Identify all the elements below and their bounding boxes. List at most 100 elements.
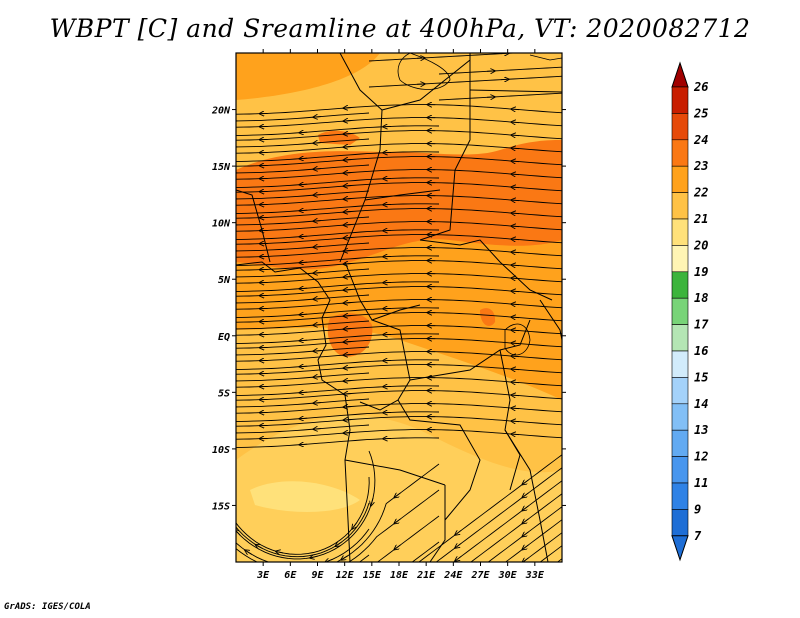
wbpt-patch-east [480, 308, 496, 326]
streamline-arrow [524, 557, 529, 562]
streamline [368, 75, 562, 88]
colorbar-segment [671, 324, 689, 352]
colorbar-label: 21 [693, 212, 708, 226]
streamline-arrow [524, 544, 529, 549]
wbpt-region-north [236, 53, 380, 100]
lon-tick-label: 24E [443, 570, 463, 581]
streamline-arrow [262, 564, 268, 566]
streamline [236, 177, 440, 188]
streamline-arrow [524, 479, 529, 484]
streamline [522, 532, 562, 562]
streamline [236, 333, 440, 344]
streamline [236, 208, 562, 219]
streamline [236, 312, 562, 323]
lakes-coast [397, 53, 562, 356]
streamline [236, 169, 562, 180]
streamline [236, 151, 440, 162]
colorbar-label: 24 [693, 133, 708, 147]
lon-tick-label: 9E [311, 570, 324, 581]
streamline [236, 416, 562, 427]
streamline [418, 454, 562, 562]
wbpt-patch-20-low [250, 481, 360, 512]
streamline [236, 398, 370, 408]
streamline-arrow [257, 546, 263, 549]
colorbar-segment [671, 429, 689, 457]
streamline [236, 403, 562, 414]
streamline [236, 112, 370, 122]
streamline [236, 164, 370, 174]
colorbar-segment [671, 245, 689, 273]
wbpt-patch-23 [318, 130, 360, 145]
colorbar-label: 12 [694, 450, 708, 464]
grads-credit: GrADS: IGES/COLA [4, 602, 91, 612]
streamline-arrow [337, 541, 343, 545]
streamline [236, 307, 440, 318]
wbpt-region-20 [236, 415, 562, 562]
streamline-arrow [278, 552, 284, 553]
lat-tick-label: 5S [218, 388, 230, 399]
streamline [236, 346, 370, 356]
colorbar-segment [671, 482, 689, 510]
streamline [236, 190, 370, 200]
streamline-arrow [524, 518, 529, 523]
streamline [236, 143, 562, 154]
streamline [236, 138, 370, 148]
streamline [368, 53, 522, 62]
colorbar-label: 22 [693, 186, 708, 200]
colorbar-label: 13 [694, 423, 708, 437]
streamline [236, 385, 440, 396]
streamline-arrow [524, 492, 529, 497]
lon-tick-label: 3E [256, 570, 270, 581]
streamline [438, 92, 562, 101]
lon-tick-label: 6E [284, 570, 297, 581]
streamline-arrow [396, 518, 401, 523]
streamline [236, 338, 562, 349]
streamline-arrow [327, 559, 333, 561]
streamline-arrow [457, 542, 462, 547]
colorbar-segment [671, 218, 689, 246]
colorbar-segment [671, 456, 689, 484]
streamline [236, 502, 370, 558]
streamline-arrow [371, 497, 373, 504]
streamline [236, 268, 370, 278]
streamline [236, 294, 370, 304]
streamline [236, 247, 562, 258]
streamline [236, 299, 562, 310]
colorbar-label: 11 [694, 476, 708, 490]
colorbar-segment [671, 113, 689, 141]
streamline [236, 242, 370, 252]
streamline [236, 351, 562, 362]
colorbar-label: 14 [694, 397, 708, 411]
streamline [470, 493, 562, 562]
streamline [236, 429, 562, 440]
lat-tick-label: 15S [212, 501, 230, 512]
streamline-arrow [312, 556, 318, 557]
map-title: WBPT [C] and Sreamline at 400hPa, VT: 20… [49, 14, 751, 43]
lon-tick-label: 30E [498, 570, 518, 581]
streamline-arrow [524, 505, 529, 510]
streamline-arrow [457, 555, 462, 560]
streamline [236, 450, 376, 560]
wbpt-patch-congo [327, 313, 373, 357]
colorbar-label: 26 [693, 80, 708, 94]
colorbar-label: 15 [694, 370, 708, 384]
colorbar-segment [671, 165, 689, 193]
colorbar-segment [671, 192, 689, 220]
streamline [435, 467, 562, 562]
streamline [236, 273, 562, 284]
streamline [236, 125, 440, 136]
streamline-arrow [396, 544, 401, 549]
streamline [236, 424, 370, 434]
colorbar-label: 7 [694, 529, 702, 543]
lat-tick-label: 15N [212, 162, 231, 173]
streamline [236, 229, 440, 240]
lat-tick-label: 5N [218, 275, 231, 286]
streamline-arrow [353, 522, 358, 528]
colorbar-segment [671, 403, 689, 431]
streamline [236, 359, 440, 370]
country-boundaries [236, 53, 562, 562]
colorbar-label: 19 [694, 265, 708, 279]
streamline [236, 203, 440, 214]
streamline [236, 117, 562, 128]
